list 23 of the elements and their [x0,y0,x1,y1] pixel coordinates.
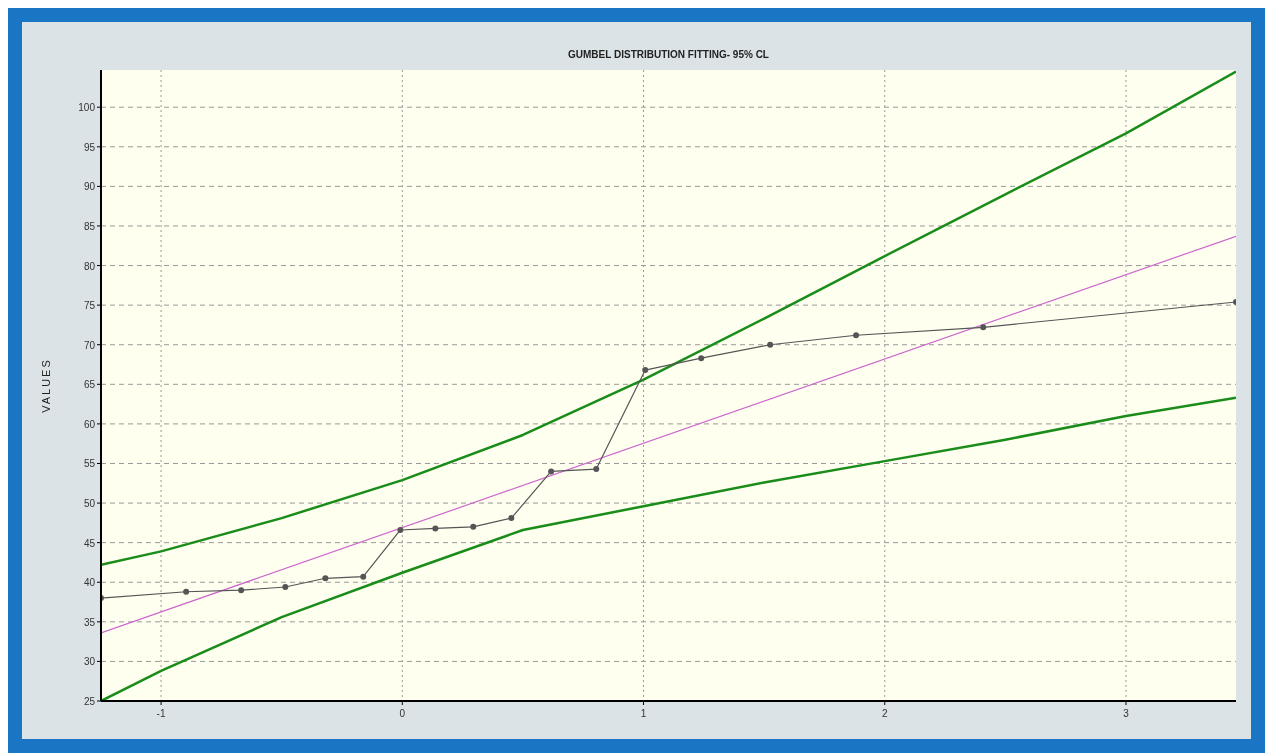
y-tick-label: 85 [83,220,96,232]
y-tick-label: 35 [83,616,96,628]
chart-title: GUMBEL DISTRIBUTION FITTING- 95% CL [568,49,769,60]
x-tick-label: 1 [640,708,647,719]
x-tick-label: 2 [881,708,888,719]
y-tick-label: 95 [83,141,96,153]
y-tick-label: 50 [83,498,96,510]
y-tick-label: 60 [83,418,96,430]
y-tick-label: 100 [78,102,96,114]
y-tick-label: 25 [83,696,96,707]
x-tick-label: -1 [156,708,166,719]
y-tick-label: 55 [83,458,96,470]
y-tick-label: 65 [83,379,96,391]
x-tick-label: 3 [1123,708,1130,719]
y-tick-label: 75 [83,300,96,312]
y-tick-label: 80 [83,260,96,272]
y-tick-label: 40 [83,577,96,589]
y-tick-label: 90 [83,181,96,193]
x-tick-label: 0 [399,708,406,719]
y-tick-label: 70 [83,339,96,351]
y-axis-title: VALUES [40,358,52,413]
y-tick-label: 45 [83,537,96,549]
y-tick-label: 30 [83,656,96,668]
